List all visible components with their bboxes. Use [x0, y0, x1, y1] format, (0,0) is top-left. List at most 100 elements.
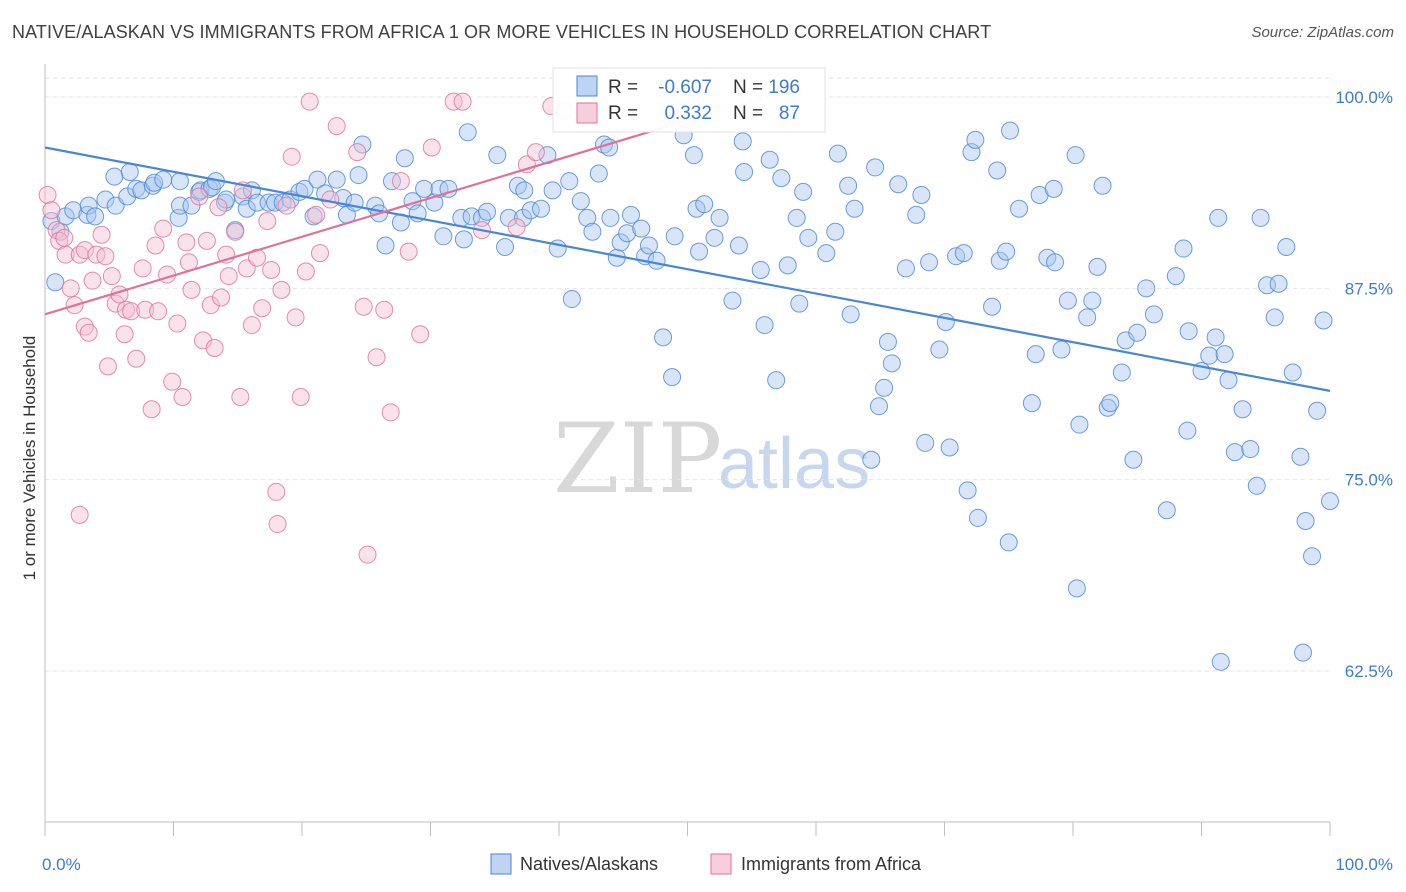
- natives-alaskans-point: [182, 196, 201, 215]
- immigrants-africa-point: [142, 400, 161, 419]
- stats-legend: R = -0.607 N = 196 R = 0.332 N = 87: [552, 67, 826, 133]
- natives-alaskans-point: [954, 244, 973, 263]
- natives-alaskans-point: [1179, 322, 1198, 341]
- trend-line-immigrants: [44, 127, 663, 316]
- natives-alaskans-point: [46, 273, 65, 292]
- immigrants-africa-point: [83, 271, 102, 290]
- natives-alaskans-point: [862, 450, 881, 469]
- natives-alaskans-point: [930, 340, 949, 359]
- immigrants-africa-point: [310, 244, 329, 263]
- natives-alaskans-point: [695, 195, 714, 214]
- immigrants-africa-point: [136, 300, 155, 319]
- series-immigrants-from-africa: [38, 92, 574, 564]
- natives-alaskans-point: [621, 205, 640, 224]
- natives-alaskans-point: [845, 199, 864, 218]
- immigrants-africa-point: [348, 143, 367, 162]
- natives-alaskans-point: [237, 199, 256, 218]
- natives-alaskans-point: [1058, 291, 1077, 310]
- natives-alaskans-point: [601, 208, 620, 227]
- natives-alaskans-point: [583, 222, 602, 241]
- natives-alaskans-point: [729, 236, 748, 255]
- immigrants-africa-point: [122, 302, 141, 321]
- natives-alaskans-point: [488, 146, 507, 165]
- immigrants-africa-point: [411, 325, 430, 344]
- immigrants-africa-point: [391, 172, 410, 191]
- immigrants-africa-point: [98, 357, 117, 376]
- natives-alaskans-point: [755, 316, 774, 335]
- tick-labels: 62.5% 75.0% 87.5% 100.0% 0.0% 100.0%: [42, 88, 1393, 874]
- natives-alaskans-point: [1124, 450, 1143, 469]
- natives-alaskans-point: [1209, 208, 1228, 227]
- immigrants-africa-point: [197, 231, 216, 250]
- immigrants-africa-point: [47, 221, 66, 240]
- natives-alaskans-point: [415, 179, 434, 198]
- immigrants-africa-point: [277, 196, 296, 215]
- natives-alaskans-point: [990, 251, 1009, 270]
- natives-alaskans-point: [316, 184, 335, 203]
- stats-blue-swatch: [576, 75, 598, 97]
- natives-alaskans-point: [988, 161, 1007, 180]
- natives-alaskans-point: [1251, 208, 1270, 227]
- natives-alaskans-point: [496, 238, 515, 257]
- natives-alaskans-point: [395, 149, 414, 168]
- natives-alaskans-point: [1066, 146, 1085, 165]
- natives-alaskans-point: [1083, 291, 1102, 310]
- natives-alaskans-point: [1166, 267, 1185, 286]
- natives-alaskans-point: [751, 260, 770, 279]
- natives-alaskans-point: [259, 193, 278, 212]
- natives-alaskans-point: [562, 290, 581, 309]
- natives-alaskans-point: [663, 368, 682, 387]
- natives-alaskans-point: [1137, 279, 1156, 298]
- natives-alaskans-point: [997, 242, 1016, 261]
- natives-alaskans-point: [912, 185, 931, 204]
- natives-alaskans-point: [349, 166, 368, 185]
- x-tick-label-max: 100.0%: [1335, 855, 1393, 874]
- immigrants-africa-point: [87, 245, 106, 264]
- natives-alaskans-point: [733, 132, 752, 151]
- natives-alaskans-point: [1291, 447, 1310, 466]
- immigrants-africa-point: [79, 323, 98, 342]
- y-tick-label: 62.5%: [1345, 662, 1393, 681]
- immigrants-africa-point: [182, 280, 201, 299]
- natives-alaskans-point: [1219, 371, 1238, 390]
- natives-alaskans-point: [878, 332, 897, 351]
- natives-alaskans-point: [889, 175, 908, 194]
- natives-alaskans-point: [1026, 345, 1045, 364]
- natives-alaskans-point: [191, 181, 210, 200]
- natives-alaskans-point: [499, 208, 518, 227]
- natives-alaskans-point: [1067, 579, 1086, 598]
- immigrants-africa-point: [56, 245, 75, 264]
- x-tick-label-min: 0.0%: [42, 855, 81, 874]
- immigrants-africa-point: [267, 482, 286, 501]
- natives-alaskans-point: [578, 208, 597, 227]
- watermark-zip: ZIP: [553, 403, 722, 515]
- natives-alaskans-point: [1112, 363, 1131, 382]
- natives-alaskans-point: [1052, 340, 1071, 359]
- natives-alaskans-point: [532, 199, 551, 218]
- natives-alaskans-point: [611, 233, 630, 252]
- natives-alaskans-point: [1001, 121, 1020, 140]
- natives-alaskans-point: [684, 146, 703, 165]
- natives-alaskans-point: [589, 164, 608, 183]
- natives-alaskans-point: [882, 354, 901, 373]
- immigrants-africa-point: [75, 241, 94, 260]
- natives-alaskans-point: [1093, 176, 1112, 195]
- natives-alaskans-point: [472, 208, 491, 227]
- natives-alaskans-point: [120, 163, 139, 182]
- natives-alaskans-point: [1215, 345, 1234, 364]
- y-tick-label: 75.0%: [1345, 471, 1393, 490]
- natives-alaskans-point: [514, 208, 533, 227]
- natives-alaskans-point: [1101, 394, 1120, 413]
- natives-alaskans-point: [86, 207, 105, 226]
- immigrants-africa-point: [253, 299, 272, 318]
- natives-alaskans-point: [1046, 253, 1065, 272]
- natives-alaskans-point: [1078, 308, 1097, 327]
- natives-alaskans-point: [454, 230, 473, 249]
- immigrants-africa-point: [268, 515, 287, 534]
- immigrants-africa-point: [209, 198, 228, 217]
- immigrants-africa-point: [38, 185, 57, 204]
- immigrants-africa-point: [55, 228, 74, 247]
- natives-alaskans-point: [632, 219, 651, 238]
- natives-alaskans-point: [266, 193, 285, 212]
